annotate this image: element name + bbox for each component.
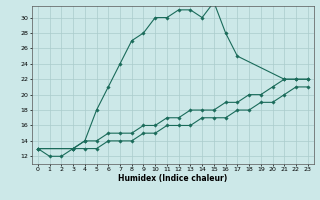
X-axis label: Humidex (Indice chaleur): Humidex (Indice chaleur) bbox=[118, 174, 228, 183]
